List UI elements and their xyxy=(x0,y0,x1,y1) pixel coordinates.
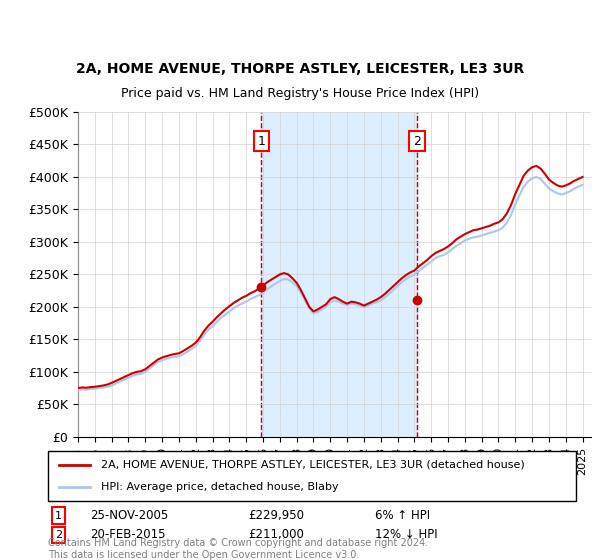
Text: 12% ↓ HPI: 12% ↓ HPI xyxy=(376,528,438,542)
Text: 2: 2 xyxy=(55,530,62,540)
Text: 2A, HOME AVENUE, THORPE ASTLEY, LEICESTER, LE3 3UR: 2A, HOME AVENUE, THORPE ASTLEY, LEICESTE… xyxy=(76,62,524,76)
Text: 20-FEB-2015: 20-FEB-2015 xyxy=(90,528,166,542)
Text: 1: 1 xyxy=(257,135,265,148)
FancyBboxPatch shape xyxy=(48,451,576,501)
Text: £229,950: £229,950 xyxy=(248,509,305,522)
Text: HPI: Average price, detached house, Blaby: HPI: Average price, detached house, Blab… xyxy=(101,482,338,492)
Text: 1: 1 xyxy=(55,511,62,521)
Text: 25-NOV-2005: 25-NOV-2005 xyxy=(90,509,169,522)
Text: Price paid vs. HM Land Registry's House Price Index (HPI): Price paid vs. HM Land Registry's House … xyxy=(121,87,479,100)
Text: £211,000: £211,000 xyxy=(248,528,305,542)
Text: 6% ↑ HPI: 6% ↑ HPI xyxy=(376,509,430,522)
Text: 2A, HOME AVENUE, THORPE ASTLEY, LEICESTER, LE3 3UR (detached house): 2A, HOME AVENUE, THORPE ASTLEY, LEICESTE… xyxy=(101,460,524,470)
Text: 2: 2 xyxy=(413,135,421,148)
Text: Contains HM Land Registry data © Crown copyright and database right 2024.
This d: Contains HM Land Registry data © Crown c… xyxy=(48,538,428,560)
Bar xyxy=(262,112,417,437)
